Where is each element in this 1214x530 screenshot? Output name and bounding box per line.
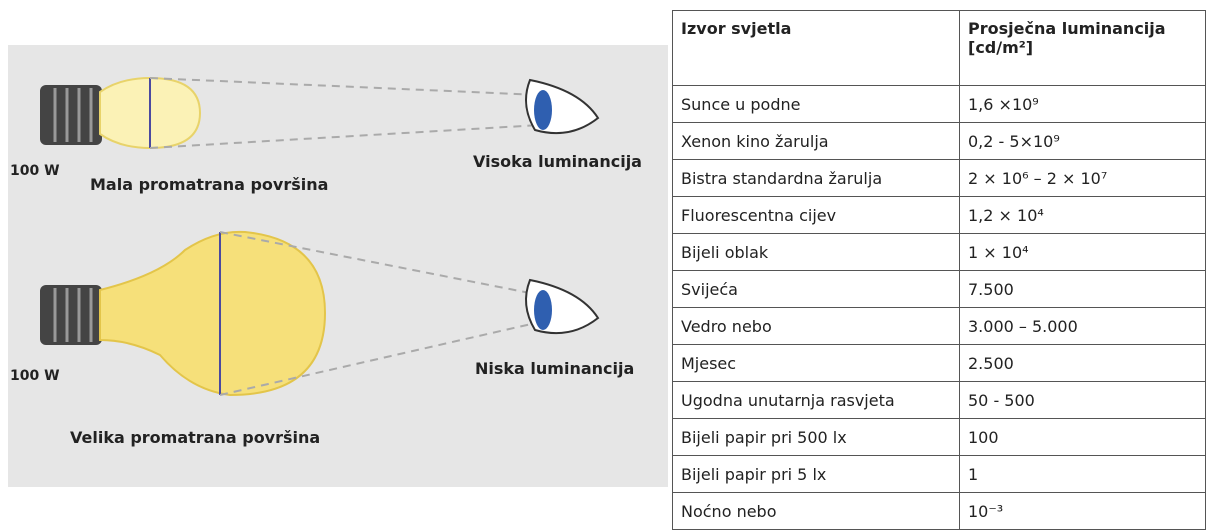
source-cell: Bijeli papir pri 500 lx xyxy=(672,418,960,456)
table-row: Mjesec 2.500 xyxy=(672,344,1206,382)
table-row: Bijeli papir pri 5 lx 1 xyxy=(672,455,1206,493)
source-cell: Xenon kino žarulja xyxy=(672,122,960,160)
source-cell: Bistra standardna žarulja xyxy=(672,159,960,197)
source-cell: Bijeli papir pri 5 lx xyxy=(672,455,960,493)
area-label: Velika promatrana površina xyxy=(70,428,320,447)
luminance-cell: 2.500 xyxy=(959,344,1206,382)
table-row: Noćno nebo 10⁻³ xyxy=(672,492,1206,530)
table-row: Xenon kino žarulja 0,2 - 5×10⁹ xyxy=(672,122,1206,160)
luminance-label: Niska luminancija xyxy=(475,359,634,378)
source-cell: Vedro nebo xyxy=(672,307,960,345)
luminance-cell: 50 - 500 xyxy=(959,381,1206,419)
table-row: Bistra standardna žarulja 2 × 10⁶ – 2 × 1… xyxy=(672,159,1206,197)
source-cell: Bijeli oblak xyxy=(672,233,960,271)
source-cell: Svijeća xyxy=(672,270,960,308)
header-cell: Izvor svjetla xyxy=(672,10,960,86)
source-cell: Sunce u podne xyxy=(672,85,960,123)
header-cell: Prosječna luminancija [cd/m²] xyxy=(959,10,1206,86)
luminance-cell: 0,2 - 5×10⁹ xyxy=(959,122,1206,160)
luminance-cell: 3.000 – 5.000 xyxy=(959,307,1206,345)
luminance-cell: 10⁻³ xyxy=(959,492,1206,530)
eye-bottom xyxy=(525,278,600,335)
luminance-cell: 7.500 xyxy=(959,270,1206,308)
luminance-table: Izvor svjetla Prosječna luminancija [cd/… xyxy=(672,10,1206,530)
luminance-cell: 100 xyxy=(959,418,1206,456)
luminance-cell: 1 xyxy=(959,455,1206,493)
luminance-cell: 1 × 10⁴ xyxy=(959,233,1206,271)
eye-top xyxy=(525,78,600,135)
luminance-cell: 1,2 × 10⁴ xyxy=(959,196,1206,234)
source-cell: Fluorescentna cijev xyxy=(672,196,960,234)
table-row: Vedro nebo 3.000 – 5.000 xyxy=(672,307,1206,345)
table-row: Fluorescentna cijev 1,2 × 10⁴ xyxy=(672,196,1206,234)
luminance-label: Visoka luminancija xyxy=(473,152,642,171)
power-label: 100 W xyxy=(10,368,60,384)
small-bulb xyxy=(40,76,541,150)
header-row: Izvor svjetla Prosječna luminancija [cd/… xyxy=(672,10,1206,86)
luminance-cell: 2 × 10⁶ – 2 × 10⁷ xyxy=(959,159,1206,197)
luminance-cell: 1,6 ×10⁹ xyxy=(959,85,1206,123)
area-label: Mala promatrana površina xyxy=(90,175,328,194)
source-cell: Ugodna unutarnja rasvjeta xyxy=(672,381,960,419)
table-row: Svijeća 7.500 xyxy=(672,270,1206,308)
power-label: 100 W xyxy=(10,163,60,179)
diagram: 100 W Mala promatrana površina Visoka lu… xyxy=(8,45,668,487)
large-bulb xyxy=(40,230,541,397)
source-cell: Mjesec xyxy=(672,344,960,382)
table-row: Ugodna unutarnja rasvjeta 50 - 500 xyxy=(672,381,1206,419)
table-row: Bijeli papir pri 500 lx 100 xyxy=(672,418,1206,456)
table-row: Bijeli oblak 1 × 10⁴ xyxy=(672,233,1206,271)
source-cell: Noćno nebo xyxy=(672,492,960,530)
table-row: Sunce u podne 1,6 ×10⁹ xyxy=(672,85,1206,123)
